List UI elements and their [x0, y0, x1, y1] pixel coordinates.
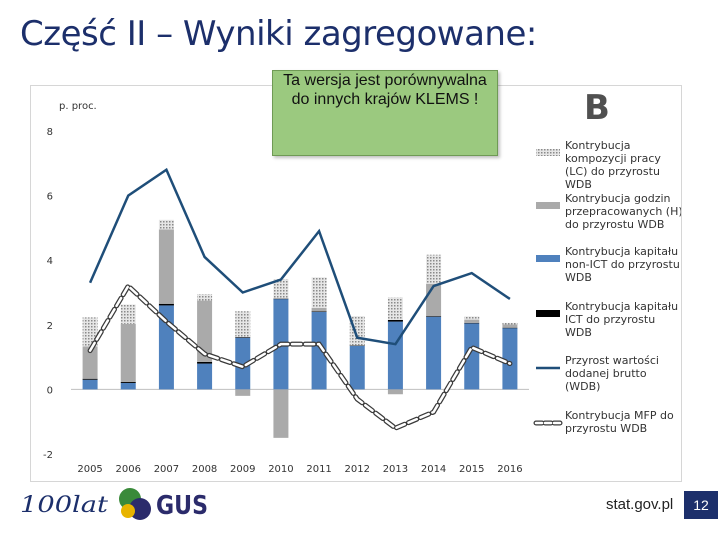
bar-labour-composition — [273, 279, 289, 299]
bar-labour-composition — [120, 304, 136, 324]
bar-hours — [235, 389, 251, 396]
bar-capital-ict — [502, 327, 518, 329]
bar-labour-composition — [502, 322, 518, 325]
bar-labour-composition — [82, 317, 98, 347]
x-tick-label: 2013 — [383, 464, 408, 475]
x-tick-label: 2016 — [497, 464, 522, 475]
bar-capital-non-ict — [387, 321, 403, 390]
y-tick-label: -2 — [43, 450, 53, 461]
bar-hours — [349, 345, 365, 346]
bar-capital-ict — [273, 298, 289, 300]
x-tick-label: 2011 — [306, 464, 331, 475]
legend-label: do przyrostu WDB — [565, 218, 664, 231]
y-tick-label: 6 — [47, 192, 53, 203]
y-tick-label: 4 — [47, 256, 53, 267]
bar-capital-non-ict — [426, 316, 442, 390]
line-gva-growth — [88, 167, 511, 346]
bar-hours — [387, 389, 403, 395]
bar-capital-non-ict — [502, 328, 518, 390]
bar-hours — [502, 324, 518, 328]
bar-capital-non-ict — [197, 363, 213, 390]
bar-capital-non-ict — [349, 345, 365, 390]
legend-label: dodanej brutto — [565, 367, 647, 380]
bar-capital-ict — [311, 311, 327, 312]
line-mfp-outline — [87, 282, 513, 432]
page-number-badge: 12 — [684, 491, 718, 519]
legend-swatch-lc — [536, 149, 560, 156]
x-tick-label: 2009 — [230, 464, 255, 475]
x-tick-label: 2008 — [192, 464, 217, 475]
bar-labour-composition — [426, 254, 442, 284]
bar-capital-non-ict — [82, 379, 98, 390]
slide-title: Część II – Wyniki zagregowane: — [20, 14, 537, 54]
x-tick-label: 2006 — [116, 464, 141, 475]
bar-hours — [273, 389, 289, 438]
bar-capital-non-ict — [311, 311, 327, 390]
100lat-logo-icon: 100lat — [20, 493, 108, 518]
bar-capital-ict — [235, 337, 251, 338]
legend-label: (WDB) — [565, 380, 600, 393]
bar-labour-composition — [197, 294, 213, 301]
bar-labour-composition — [235, 311, 251, 338]
bar-capital-ict — [426, 316, 442, 317]
y-axis-label: p. proc. — [59, 101, 97, 112]
legend-label: Przyrost wartości — [565, 354, 659, 367]
footer-logo: 100lat GUS — [20, 488, 208, 521]
legend-label: kompozycji pracy — [565, 152, 661, 165]
legend-label: ICT do przyrostu — [565, 313, 655, 326]
comparability-note: Ta wersja jest porównywalna do innych kr… — [272, 70, 498, 156]
x-tick-label: 2014 — [421, 464, 446, 475]
bar-hours — [197, 300, 213, 362]
legend-label: Kontrybucja kapitału — [565, 245, 678, 258]
bar-capital-ict — [158, 303, 174, 306]
legend-label: przepracowanych (H) — [565, 205, 681, 218]
legend-swatch-hours — [536, 202, 560, 209]
site-url[interactable]: stat.gov.pl — [606, 496, 674, 513]
y-tick-label: 2 — [47, 321, 53, 332]
line-mfp — [88, 284, 512, 430]
legend-label: Kontrybucja — [565, 139, 631, 152]
bar-labour-composition — [464, 316, 480, 320]
legend-label: Kontrybucja godzin — [565, 192, 671, 205]
bar-hours — [426, 283, 442, 317]
x-tick-label: 2005 — [77, 464, 102, 475]
legend-label: przyrostu WDB — [565, 422, 647, 435]
x-tick-label: 2007 — [154, 464, 179, 475]
y-tick-label: 0 — [47, 385, 53, 396]
bar-capital-ict — [464, 322, 480, 324]
bar-labour-composition — [387, 297, 403, 320]
gus-emblem-icon — [119, 488, 151, 520]
legend-label: Kontrybucja MFP do — [565, 409, 674, 422]
bar-labour-composition — [158, 219, 174, 230]
stacked-bar-line-chart: p. proc. -2 0 2 4 6 8 2005 2006 2007 2008 2009 2010 2… — [43, 101, 681, 475]
legend-label: WDB — [565, 326, 592, 339]
bar-capital-non-ict — [120, 382, 136, 390]
bar-capital-ict — [387, 319, 403, 322]
panel-letter: B — [584, 88, 610, 128]
bar-hours — [82, 346, 98, 379]
bar-capital-non-ict — [235, 337, 251, 390]
legend-label: non-ICT do przyrostu — [565, 258, 680, 271]
y-tick-label: 8 — [47, 127, 53, 138]
bar-hours — [464, 319, 480, 323]
legend-label: (LC) do przyrostu — [565, 165, 660, 178]
x-tick-label: 2015 — [459, 464, 484, 475]
bar-capital-ict — [197, 361, 213, 364]
bar-capital-ict — [120, 381, 136, 383]
bar-labour-composition — [311, 277, 327, 309]
bar-capital-ict — [82, 378, 98, 380]
legend-label: Kontrybucja kapitału — [565, 300, 678, 313]
legend-label: WDB — [565, 271, 592, 284]
legend-label: WDB — [565, 178, 592, 191]
bar-hours — [120, 323, 136, 382]
bar-capital-non-ict — [464, 323, 480, 390]
bar-hours — [158, 229, 174, 304]
legend-swatch-capital-non-ict — [536, 255, 560, 262]
bar-hours — [311, 308, 327, 312]
gus-logotype: GUS — [156, 491, 208, 521]
100lat-logotype: 100lat — [20, 493, 108, 518]
x-tick-label: 2012 — [345, 464, 370, 475]
legend-swatch-capital-ict — [536, 310, 560, 317]
x-tick-label: 2010 — [268, 464, 293, 475]
